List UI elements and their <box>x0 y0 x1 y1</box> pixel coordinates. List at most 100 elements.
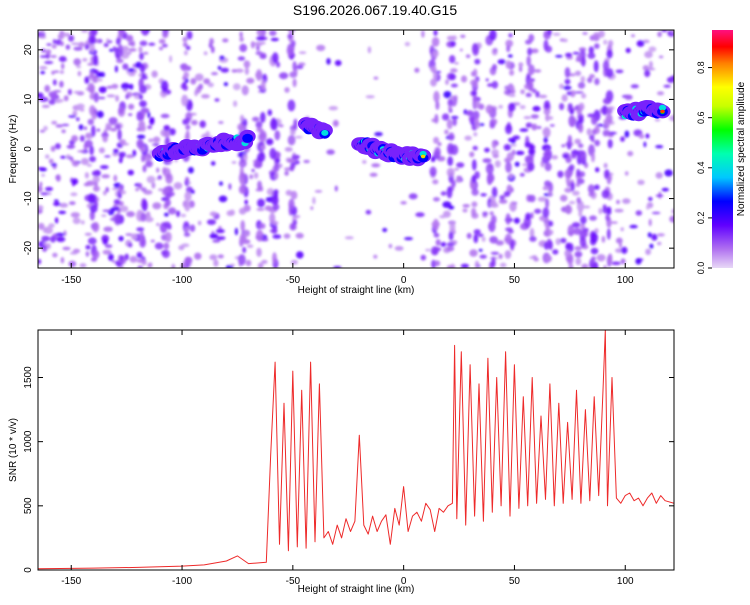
noise-speckle <box>85 245 91 250</box>
noise-speckle <box>39 129 46 133</box>
noise-speckle <box>649 243 654 249</box>
noise-speckle <box>212 239 221 243</box>
noise-speckle <box>555 54 563 58</box>
noise-speckle <box>466 232 472 239</box>
noise-speckle <box>103 42 109 48</box>
noise-speckle <box>518 62 524 67</box>
noise-speckle <box>644 51 653 59</box>
noise-column <box>87 82 95 93</box>
noise-column <box>89 35 96 45</box>
noise-speckle <box>294 135 303 139</box>
noise-speckle <box>125 233 133 236</box>
noise-column <box>119 190 127 195</box>
noise-speckle <box>615 69 624 74</box>
noise-column <box>506 152 514 162</box>
noise-speckle <box>519 128 529 132</box>
noise-column <box>446 167 455 177</box>
noise-column <box>243 60 251 69</box>
noise-speckle <box>635 258 642 265</box>
noise-speckle <box>44 226 53 234</box>
noise-speckle <box>435 239 441 246</box>
noise-column <box>118 30 125 37</box>
noise-column <box>602 204 607 211</box>
noise-speckle <box>459 48 463 52</box>
noise-speckle <box>462 208 468 213</box>
noise-speckle <box>213 259 219 267</box>
noise-speckle <box>158 46 164 51</box>
noise-column <box>509 201 517 212</box>
noise-column <box>545 225 550 235</box>
noise-column <box>505 39 514 48</box>
noise-speckle <box>100 165 109 170</box>
noise-speckle <box>156 167 160 173</box>
noise-speckle <box>267 109 272 116</box>
noise-speckle <box>510 144 517 147</box>
noise-speckle <box>586 128 592 136</box>
noise-column <box>606 206 612 215</box>
noise-speckle <box>164 212 169 217</box>
noise-speckle <box>534 208 542 214</box>
noise-speckle <box>460 263 469 268</box>
noise-column <box>567 224 575 237</box>
noise-column <box>505 213 511 225</box>
noise-speckle <box>181 243 190 248</box>
x-tick-label: -150 <box>61 576 81 587</box>
noise-speckle <box>50 145 56 152</box>
noise-column <box>450 263 456 268</box>
noise-speckle <box>96 128 101 132</box>
noise-speckle <box>197 220 202 226</box>
noise-column <box>260 79 266 91</box>
noise-speckle <box>59 30 65 35</box>
noise-speckle <box>38 259 42 265</box>
noise-column <box>473 100 481 109</box>
noise-speckle <box>545 114 550 122</box>
noise-speckle <box>559 83 564 90</box>
noise-column <box>594 184 600 190</box>
noise-speckle <box>437 142 442 147</box>
noise-speckle <box>256 36 266 41</box>
noise-column <box>578 210 583 218</box>
noise-speckle <box>93 184 98 192</box>
noise-speckle <box>295 232 304 239</box>
noise-speckle <box>122 63 129 70</box>
y-tick-label: 0 <box>23 567 34 573</box>
noise-speckle <box>148 42 156 46</box>
noise-speckle <box>373 254 378 259</box>
noise-speckle <box>572 190 580 196</box>
noise-speckle <box>316 44 326 52</box>
noise-speckle <box>648 218 652 227</box>
noise-speckle <box>473 132 478 137</box>
noise-column <box>579 236 587 248</box>
noise-speckle <box>58 210 67 215</box>
noise-column <box>471 91 477 96</box>
noise-speckle <box>150 239 155 243</box>
noise-column <box>544 162 552 172</box>
noise-speckle <box>543 136 548 144</box>
noise-column <box>185 130 190 142</box>
noise-speckle <box>279 72 289 80</box>
noise-column <box>607 253 613 264</box>
noise-speckle <box>215 228 225 234</box>
noise-speckle <box>73 91 81 94</box>
noise-speckle <box>50 235 56 243</box>
noise-speckle <box>191 119 198 126</box>
noise-speckle <box>128 113 133 116</box>
noise-speckle <box>125 154 135 159</box>
noise-speckle <box>217 254 224 259</box>
noise-column <box>472 78 478 88</box>
snr-x-label: Height of straight line (km) <box>298 584 415 595</box>
noise-speckle <box>82 58 88 62</box>
noise-speckle <box>404 41 411 47</box>
snr-y-axis: 0 500 1000 1500 <box>23 366 674 573</box>
noise-speckle <box>622 198 631 204</box>
noise-column <box>574 70 582 77</box>
noise-column <box>241 85 249 96</box>
noise-speckle <box>616 199 620 205</box>
noise-speckle <box>126 211 135 218</box>
noise-speckle <box>59 80 64 88</box>
noise-speckle <box>484 147 490 153</box>
noise-speckle <box>222 38 229 43</box>
noise-column <box>92 175 100 183</box>
noise-column <box>274 130 281 141</box>
noise-speckle <box>187 166 194 174</box>
